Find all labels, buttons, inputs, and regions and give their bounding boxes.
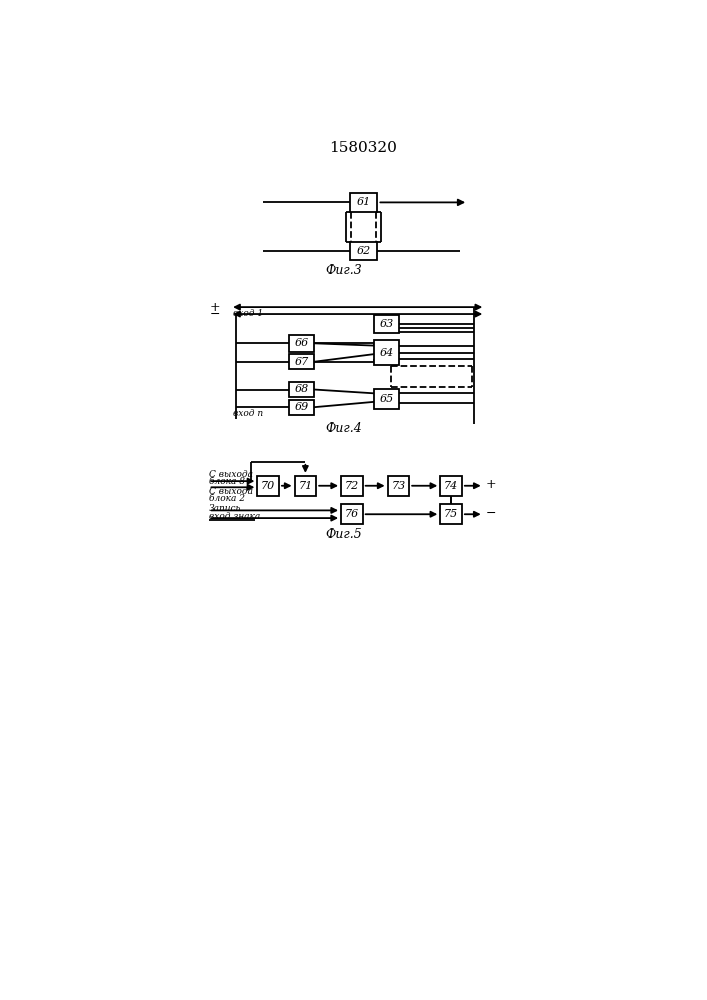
Text: −: − — [209, 308, 220, 321]
Bar — [349, 193, 378, 212]
Text: Фиг.5: Фиг.5 — [326, 528, 363, 541]
Text: 69: 69 — [294, 402, 309, 412]
Text: вход 1: вход 1 — [233, 309, 262, 318]
Bar — [289, 400, 314, 415]
Text: 68: 68 — [294, 384, 309, 394]
Bar — [289, 354, 314, 369]
Text: +: + — [486, 478, 496, 491]
Text: 76: 76 — [345, 509, 359, 519]
Bar — [341, 476, 363, 496]
Bar — [349, 242, 378, 260]
Bar — [289, 382, 314, 397]
Text: 72: 72 — [345, 481, 359, 491]
Text: 61: 61 — [356, 197, 370, 207]
Text: 70: 70 — [261, 481, 275, 491]
Text: вход n: вход n — [233, 409, 262, 418]
Bar — [387, 476, 409, 496]
Text: Фиг.4: Фиг.4 — [326, 422, 363, 434]
Text: 74: 74 — [444, 481, 458, 491]
Bar — [374, 389, 399, 409]
Bar — [440, 504, 462, 524]
Text: вход знака: вход знака — [209, 512, 260, 521]
Text: 64: 64 — [380, 348, 394, 358]
Text: 1580320: 1580320 — [329, 141, 397, 155]
Text: 67: 67 — [294, 357, 309, 367]
Text: С выхода: С выхода — [209, 487, 253, 496]
Bar — [341, 504, 363, 524]
Text: 71: 71 — [298, 481, 312, 491]
Text: +: + — [209, 301, 220, 314]
Text: Фиг.3: Фиг.3 — [326, 264, 363, 277]
Text: 75: 75 — [444, 509, 458, 519]
Text: блока 2: блока 2 — [209, 494, 245, 503]
Text: 73: 73 — [391, 481, 406, 491]
Bar — [374, 340, 399, 365]
Bar — [295, 476, 316, 496]
Text: 66: 66 — [294, 338, 309, 348]
Bar — [440, 476, 462, 496]
Text: −: − — [486, 507, 496, 520]
Text: 63: 63 — [380, 319, 394, 329]
Text: С выхода: С выхода — [209, 470, 253, 479]
Bar — [289, 335, 314, 352]
Text: 65: 65 — [380, 394, 394, 404]
Bar — [257, 476, 279, 496]
Text: блока 8: блока 8 — [209, 477, 245, 486]
Bar — [374, 315, 399, 333]
Text: 62: 62 — [356, 246, 370, 256]
Text: Запись: Запись — [209, 504, 242, 513]
